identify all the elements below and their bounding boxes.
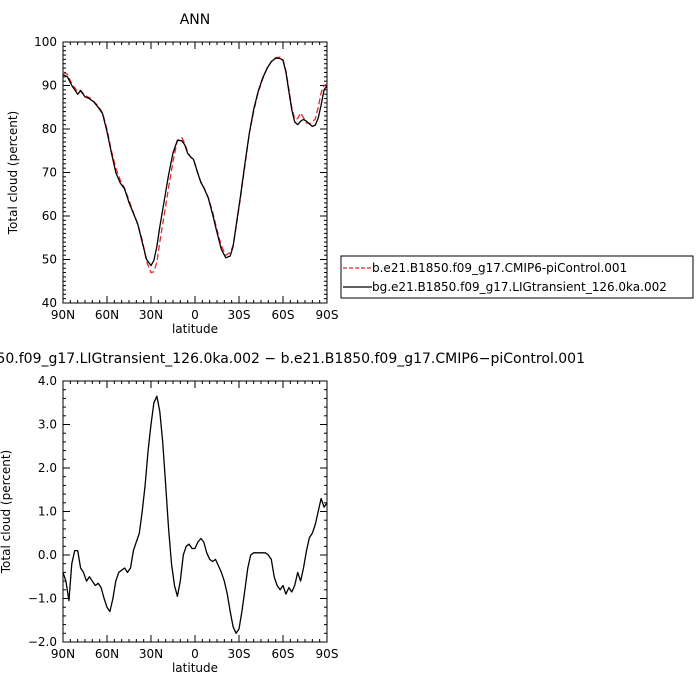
x-tick-label: 90N (51, 308, 75, 322)
x-axis-title: latitude (172, 661, 218, 675)
legend-box (340, 255, 694, 299)
x-tick-label: 0 (191, 308, 199, 322)
y-tick-label: 50 (42, 253, 57, 267)
y-tick-label: 60 (42, 209, 57, 223)
legend-label-1: bg.e21.B1850.f09_g17.LIGtransient_126.0k… (372, 280, 667, 294)
legend-label-0: b.e21.B1850.f09_g17.CMIP6-piControl.001 (372, 261, 627, 275)
series-line-1 (62, 57, 328, 267)
x-axis-title: latitude (172, 322, 218, 336)
y-tick-label: 4.0 (38, 374, 57, 388)
plot-frame (62, 380, 328, 643)
legend: b.e21.B1850.f09_g17.CMIP6-piControl.001b… (340, 255, 694, 299)
y-tick-label: 1.0 (38, 505, 57, 519)
x-tick-label: 30S (228, 647, 251, 661)
y-tick-label: −2.0 (28, 635, 57, 649)
x-tick-label: 60N (95, 308, 119, 322)
y-tick-label: 3.0 (38, 418, 57, 432)
plot-title: ANN (180, 12, 211, 28)
y-tick-label: 90 (42, 79, 57, 93)
x-tick-label: 90S (316, 308, 339, 322)
bottom-panel-plot: −2.0 −1.0 0.0 1.0 2.0 3.0 4.0 90N 60N 30N 0 30S 60S 9… (0, 351, 585, 675)
x-tick-label: 90S (316, 647, 339, 661)
series-line-0 (62, 395, 328, 634)
y-axis-title: Total cloud (percent) (6, 111, 20, 235)
x-tick-label: 30N (139, 647, 163, 661)
y-tick-label: 0.0 (38, 548, 57, 562)
y-tick-label: 100 (34, 35, 57, 49)
x-tick-label: 90N (51, 647, 75, 661)
x-tick-label: 0 (191, 647, 199, 661)
y-tick-label: 40 (42, 296, 57, 310)
y-tick-label: 70 (42, 166, 57, 180)
top-panel-plot: 40 50 60 70 80 90 100 90N 60N 30N 0 30S 60S 90S latitu… (6, 12, 338, 336)
x-tick-label: 30N (139, 308, 163, 322)
x-tick-label: 60S (272, 308, 295, 322)
x-tick-label: 30S (228, 308, 251, 322)
y-tick-label: 80 (42, 122, 57, 136)
x-tick-label: 60S (272, 647, 295, 661)
x-tick-label: 60N (95, 647, 119, 661)
plot-title: bg.e21.B1850.f09_g17.LIGtransient_126.0k… (0, 351, 585, 367)
y-tick-label: 2.0 (38, 461, 57, 475)
y-axis-title: Total cloud (percent) (0, 450, 13, 574)
y-tick-label: −1.0 (28, 592, 57, 606)
